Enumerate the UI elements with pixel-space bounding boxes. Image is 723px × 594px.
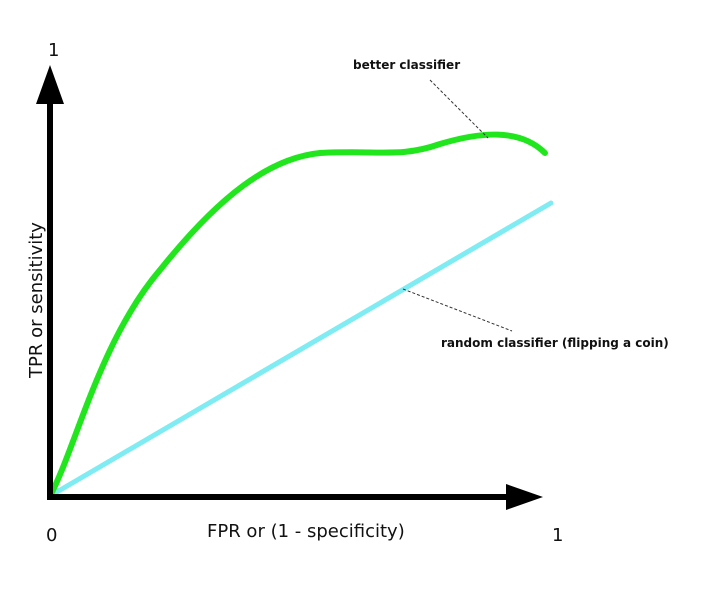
x-max-label: 1 (552, 525, 563, 546)
random-classifier-label: random classifier (flipping a coin) (441, 336, 669, 350)
better-leader-line (430, 80, 488, 138)
y-max-label: 1 (48, 40, 59, 61)
y-axis-arrowhead (36, 65, 64, 104)
random-leader-line (403, 289, 512, 331)
better-classifier-label: better classifier (353, 58, 460, 72)
y-axis-title: TPR or sensitivity (26, 222, 47, 379)
x-axis-arrowhead (506, 484, 543, 510)
origin-label: 0 (46, 525, 57, 546)
x-axis-title: FPR or (1 - specificity) (207, 521, 405, 542)
